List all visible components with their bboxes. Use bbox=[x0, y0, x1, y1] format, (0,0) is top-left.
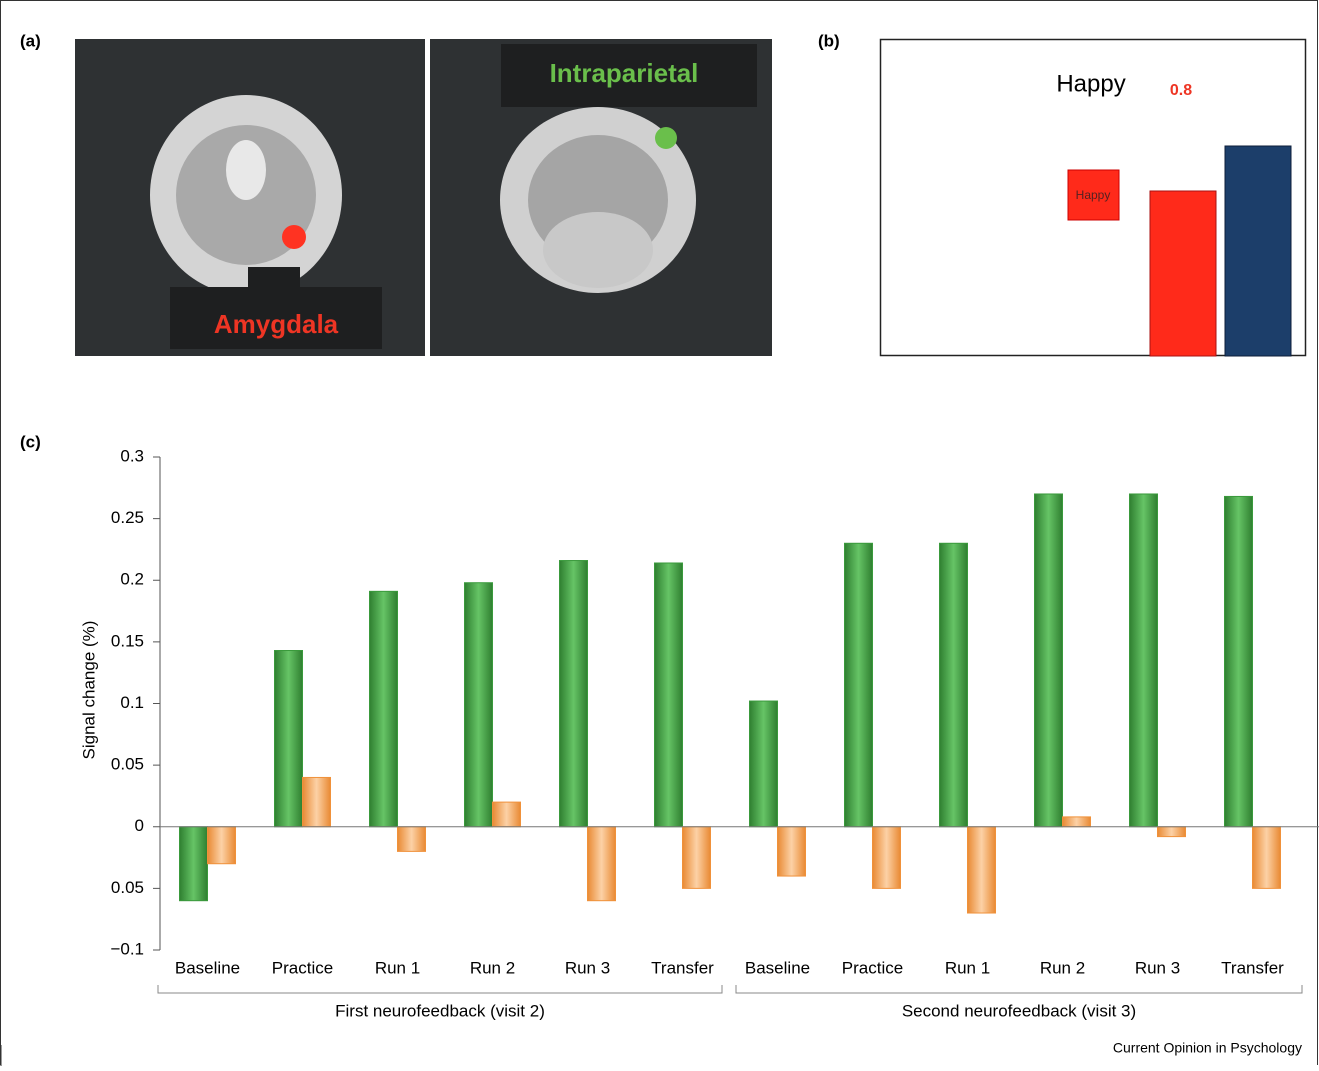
x-tick-label: Run 2 bbox=[470, 958, 515, 977]
bar bbox=[750, 701, 778, 827]
y-tick-label: 0.1 bbox=[120, 693, 144, 712]
bar bbox=[1225, 496, 1253, 826]
bar bbox=[493, 802, 521, 827]
x-tick-label: Run 1 bbox=[945, 958, 990, 977]
bar bbox=[968, 827, 996, 913]
x-tick-label: Baseline bbox=[175, 958, 240, 977]
bar bbox=[208, 827, 236, 864]
group-label: Second neurofeedback (visit 3) bbox=[902, 1001, 1136, 1020]
bar bbox=[465, 583, 493, 827]
figure: (a) Amygdala Intraparietal (b) Happy 0.8… bbox=[0, 0, 1319, 1066]
bar bbox=[303, 777, 331, 826]
brain bbox=[150, 95, 342, 295]
bar bbox=[778, 827, 806, 876]
bar bbox=[1130, 494, 1158, 827]
x-tick-label: Transfer bbox=[651, 958, 714, 977]
bar bbox=[1035, 494, 1063, 827]
y-tick-label: 0.05 bbox=[111, 878, 144, 897]
panel-label: (c) bbox=[20, 432, 41, 451]
bar bbox=[683, 827, 711, 889]
x-tick-label: Practice bbox=[272, 958, 333, 977]
panel-label: (b) bbox=[818, 31, 840, 50]
panel-label: (a) bbox=[20, 31, 41, 50]
roi-dot bbox=[282, 225, 306, 249]
feedback-bar bbox=[1150, 191, 1216, 356]
bar bbox=[940, 543, 968, 826]
region-label: Amygdala bbox=[214, 309, 339, 339]
plot: −0.1 0.05 0 0.05 0.1 0.15 0.2 0.25 0.3 Baseline Pr… bbox=[110, 446, 1319, 1020]
group-label: First neurofeedback (visit 2) bbox=[335, 1001, 545, 1020]
y-tick-label: 0.2 bbox=[120, 570, 144, 589]
y-tick-label: −0.1 bbox=[110, 939, 144, 958]
bar bbox=[398, 827, 426, 852]
y-tick-label: 0.05 bbox=[111, 755, 144, 774]
bar bbox=[180, 827, 208, 901]
emotion-label: Happy bbox=[1056, 70, 1125, 97]
bar bbox=[588, 827, 616, 901]
x-tick-label: Run 3 bbox=[565, 958, 610, 977]
bar bbox=[873, 827, 901, 889]
y-tick-label: 0.3 bbox=[120, 446, 144, 465]
y-tick-label: 0 bbox=[135, 816, 144, 835]
bar bbox=[655, 563, 683, 827]
x-tick-label: Run 1 bbox=[375, 958, 420, 977]
box-label: Happy bbox=[1076, 188, 1111, 202]
group-bracket bbox=[736, 985, 1302, 993]
roi-dot bbox=[655, 127, 677, 149]
group-bracket bbox=[158, 985, 722, 993]
credit: Current Opinion in Psychology bbox=[1113, 1040, 1302, 1056]
bar bbox=[845, 543, 873, 826]
y-tick-label: 0.15 bbox=[111, 631, 144, 650]
x-tick-label: Run 3 bbox=[1135, 958, 1180, 977]
x-tick-label: Baseline bbox=[745, 958, 810, 977]
feedback-bar bbox=[1225, 146, 1291, 356]
x-tick-label: Practice bbox=[842, 958, 903, 977]
bar bbox=[1253, 827, 1281, 889]
bar bbox=[370, 591, 398, 826]
y-tick-label: 0.25 bbox=[111, 508, 144, 527]
region-label: Intraparietal bbox=[550, 58, 699, 88]
x-tick-label: Transfer bbox=[1221, 958, 1284, 977]
y-axis-label: Signal change (%) bbox=[79, 621, 98, 760]
bar bbox=[560, 561, 588, 827]
bar bbox=[1063, 817, 1091, 827]
bar bbox=[275, 651, 303, 827]
score-label: 0.8 bbox=[1170, 82, 1192, 99]
bar bbox=[1158, 827, 1186, 837]
x-tick-label: Run 2 bbox=[1040, 958, 1085, 977]
